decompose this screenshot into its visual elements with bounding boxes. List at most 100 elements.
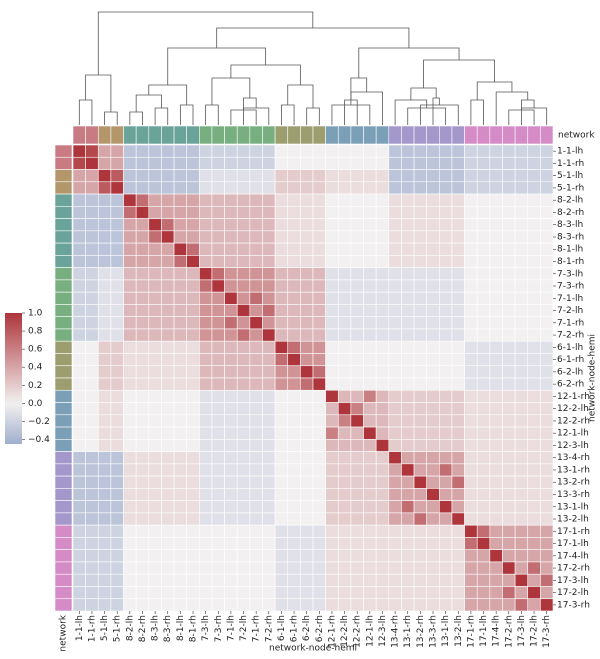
heatmap-cell [439, 573, 453, 587]
heatmap-cell [199, 439, 213, 452]
heatmap-cell [413, 549, 427, 563]
heatmap-cell [274, 439, 289, 452]
heatmap-cell [337, 402, 352, 416]
heatmap-cell [110, 561, 124, 575]
heatmap-cell [388, 304, 402, 317]
heatmap-cell [148, 402, 162, 416]
heatmap-cell [123, 377, 137, 391]
heatmap-cell [312, 304, 326, 317]
heatmap-cell [249, 156, 263, 170]
heatmap-cell [527, 156, 541, 170]
heatmap-cell [363, 340, 377, 354]
column-color [363, 125, 377, 145]
column-label: 12-1-rh [327, 615, 337, 648]
heatmap-cell [413, 426, 427, 440]
heatmap-cell [527, 291, 541, 305]
heatmap-cell [388, 439, 402, 452]
heatmap-cell [110, 242, 124, 256]
heatmap-cell [426, 451, 440, 465]
row-color [54, 181, 73, 195]
row-label: 8-1-rh [557, 257, 584, 267]
heatmap-cell [287, 291, 301, 305]
heatmap-cell [426, 586, 440, 600]
heatmap-cell [375, 267, 390, 281]
column-color [148, 125, 162, 145]
row-color [54, 169, 73, 183]
column-label: 13-2-rh [416, 615, 426, 648]
heatmap-cell [489, 328, 503, 342]
heatmap-cell [161, 279, 175, 293]
row-color [54, 365, 73, 379]
heatmap-cell [527, 598, 541, 612]
heatmap-cell [527, 144, 541, 158]
heatmap-cell [135, 365, 150, 379]
heatmap-cell [148, 193, 162, 207]
heatmap-cell [211, 414, 225, 428]
heatmap-cell [211, 206, 225, 219]
heatmap-cell [439, 439, 453, 452]
heatmap-cell [97, 181, 112, 195]
heatmap-cell [451, 451, 465, 465]
heatmap-cell [388, 279, 402, 293]
heatmap-cell [337, 439, 352, 452]
heatmap-cell [363, 365, 377, 379]
heatmap-cell [363, 230, 377, 244]
heatmap-cell [72, 586, 86, 600]
row-label: 17-2-lh [557, 588, 589, 598]
heatmap-cell [148, 573, 162, 587]
heatmap-cell [135, 340, 150, 354]
heatmap-cell [337, 524, 352, 538]
heatmap-cell [464, 389, 478, 403]
column-label: 13-1-rh [403, 615, 413, 648]
heatmap-cell [426, 144, 440, 158]
heatmap-cell [72, 181, 86, 195]
heatmap-cell [426, 230, 440, 244]
heatmap-cell [135, 279, 150, 293]
heatmap-cell [439, 193, 453, 207]
heatmap-cell [476, 230, 491, 244]
column-label: 8-2-rh [138, 615, 148, 642]
heatmap-cell [426, 242, 440, 256]
heatmap-cell [199, 156, 213, 170]
heatmap-cell [540, 488, 554, 501]
heatmap-cell [388, 267, 402, 281]
heatmap-cell [451, 488, 465, 501]
heatmap-cell [401, 279, 415, 293]
heatmap-cell [199, 561, 213, 575]
heatmap-cell [123, 181, 137, 195]
column-color [123, 125, 137, 145]
heatmap-cell [464, 586, 478, 600]
heatmap-cell [236, 156, 251, 170]
heatmap-cell [287, 549, 301, 563]
row-color [54, 279, 73, 293]
heatmap-cell [72, 402, 86, 416]
heatmap-cell [413, 255, 427, 268]
heatmap-cell [72, 316, 86, 330]
heatmap-cell [249, 193, 263, 207]
heatmap-cell [476, 414, 491, 428]
heatmap-cell [413, 475, 427, 489]
heatmap-cell [464, 291, 478, 305]
heatmap-cell [161, 451, 175, 465]
heatmap-cell [350, 169, 364, 183]
colorbar-tick-label: 0.0 [28, 399, 43, 409]
heatmap-cell [262, 255, 276, 268]
heatmap-cell [85, 475, 99, 489]
heatmap-cell [514, 156, 529, 170]
heatmap-cell [489, 426, 503, 440]
heatmap-cell [274, 500, 289, 514]
heatmap-cell [375, 389, 390, 403]
heatmap-cell [388, 414, 402, 428]
heatmap-cell [211, 389, 225, 403]
heatmap-cell [337, 304, 352, 317]
heatmap-cell [300, 304, 314, 317]
heatmap-cell [413, 500, 427, 514]
row-label: 6-2-lh [557, 367, 583, 377]
heatmap-cell [135, 181, 150, 195]
heatmap-cell [464, 255, 478, 268]
heatmap-cell [72, 537, 86, 550]
row-color [54, 156, 73, 170]
heatmap-cell [274, 426, 289, 440]
heatmap-cell [211, 377, 225, 391]
heatmap-cell [476, 549, 491, 563]
